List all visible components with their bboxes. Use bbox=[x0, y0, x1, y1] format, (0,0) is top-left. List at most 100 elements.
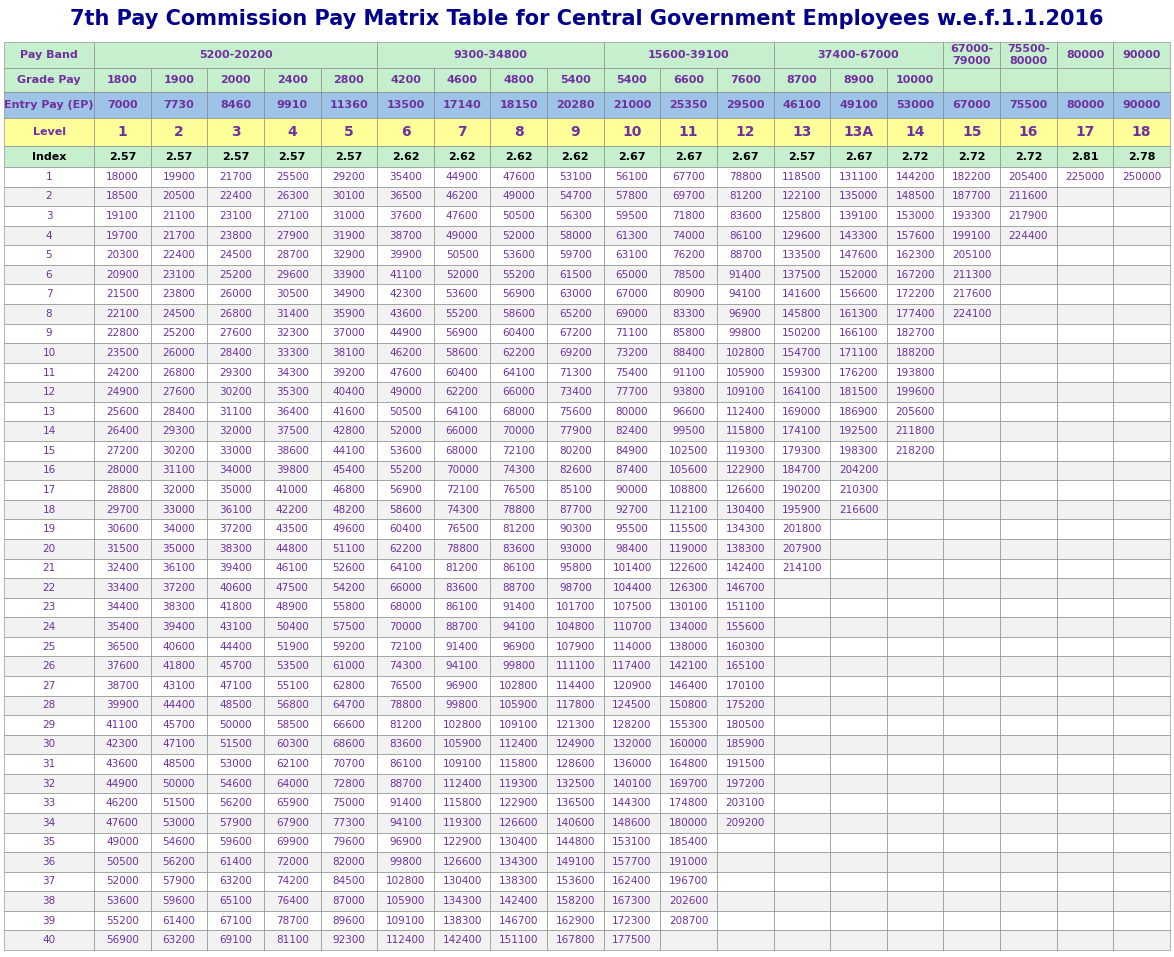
Bar bbox=[660, 323, 717, 344]
Bar bbox=[94, 187, 150, 206]
Bar bbox=[1057, 68, 1113, 92]
Bar bbox=[774, 245, 830, 265]
Text: 196700: 196700 bbox=[669, 877, 708, 886]
Text: 68000: 68000 bbox=[446, 446, 479, 456]
Bar bbox=[1057, 304, 1113, 323]
Text: 205100: 205100 bbox=[952, 250, 992, 260]
Bar bbox=[4, 852, 94, 872]
Bar bbox=[491, 265, 547, 284]
Bar bbox=[377, 480, 433, 500]
Bar bbox=[660, 344, 717, 363]
Text: 4800: 4800 bbox=[504, 75, 534, 85]
Text: 6: 6 bbox=[400, 125, 410, 139]
Bar bbox=[886, 715, 944, 735]
Text: 91400: 91400 bbox=[446, 641, 479, 652]
Bar bbox=[264, 852, 321, 872]
Text: 169700: 169700 bbox=[669, 779, 708, 789]
Text: 72100: 72100 bbox=[502, 446, 535, 456]
Text: 33000: 33000 bbox=[162, 504, 195, 515]
Bar bbox=[321, 911, 377, 930]
Bar bbox=[886, 383, 944, 402]
Text: 134000: 134000 bbox=[669, 622, 708, 632]
Text: 109100: 109100 bbox=[443, 759, 481, 769]
Bar bbox=[1057, 696, 1113, 715]
Bar bbox=[944, 421, 1000, 441]
Text: Level: Level bbox=[33, 127, 66, 137]
Text: 138300: 138300 bbox=[726, 544, 765, 554]
Bar bbox=[886, 265, 944, 284]
Text: 80200: 80200 bbox=[559, 446, 592, 456]
Text: 41100: 41100 bbox=[389, 270, 421, 279]
Bar bbox=[1057, 441, 1113, 460]
Bar bbox=[150, 441, 208, 460]
Bar bbox=[208, 813, 264, 833]
Text: 35400: 35400 bbox=[106, 622, 139, 632]
Bar bbox=[547, 754, 603, 774]
Text: 43600: 43600 bbox=[389, 309, 421, 319]
Bar bbox=[944, 42, 1000, 68]
Text: 167800: 167800 bbox=[555, 935, 595, 946]
Bar bbox=[4, 460, 94, 480]
Bar bbox=[491, 872, 547, 891]
Text: 26: 26 bbox=[42, 661, 55, 671]
Bar bbox=[377, 696, 433, 715]
Bar bbox=[603, 793, 660, 813]
Text: 45400: 45400 bbox=[332, 465, 365, 476]
Bar bbox=[264, 265, 321, 284]
Bar bbox=[1113, 617, 1170, 636]
Text: 191500: 191500 bbox=[726, 759, 765, 769]
Bar bbox=[264, 167, 321, 187]
Text: 153600: 153600 bbox=[555, 877, 595, 886]
Bar bbox=[717, 187, 774, 206]
Bar bbox=[94, 598, 150, 617]
Bar bbox=[1000, 323, 1057, 344]
Text: 99800: 99800 bbox=[502, 661, 535, 671]
Text: 2.67: 2.67 bbox=[731, 151, 760, 162]
Bar bbox=[603, 245, 660, 265]
Bar bbox=[1113, 500, 1170, 520]
Bar bbox=[944, 891, 1000, 911]
Bar bbox=[208, 118, 264, 146]
Text: 181500: 181500 bbox=[838, 388, 878, 397]
Text: 2.67: 2.67 bbox=[845, 151, 872, 162]
Text: 2.62: 2.62 bbox=[561, 151, 589, 162]
Text: 26000: 26000 bbox=[220, 289, 252, 300]
Text: 24900: 24900 bbox=[106, 388, 139, 397]
Text: 66600: 66600 bbox=[332, 720, 365, 730]
Bar bbox=[774, 520, 830, 539]
Bar bbox=[1113, 441, 1170, 460]
Text: 36400: 36400 bbox=[276, 407, 309, 416]
Text: 70000: 70000 bbox=[502, 426, 535, 436]
Bar bbox=[208, 617, 264, 636]
Bar bbox=[547, 284, 603, 304]
Text: 31: 31 bbox=[42, 759, 55, 769]
Bar bbox=[433, 735, 491, 754]
Bar bbox=[717, 911, 774, 930]
Bar bbox=[1057, 167, 1113, 187]
Text: 60400: 60400 bbox=[446, 367, 479, 378]
Bar bbox=[944, 146, 1000, 167]
Bar bbox=[208, 559, 264, 578]
Bar bbox=[1000, 245, 1057, 265]
Bar bbox=[774, 363, 830, 383]
Text: 61400: 61400 bbox=[220, 857, 252, 867]
Bar bbox=[377, 284, 433, 304]
Text: 32400: 32400 bbox=[106, 564, 139, 573]
Text: 96900: 96900 bbox=[502, 641, 535, 652]
Text: 134300: 134300 bbox=[499, 857, 539, 867]
Bar bbox=[603, 226, 660, 245]
Text: 65100: 65100 bbox=[220, 896, 252, 906]
Text: 35300: 35300 bbox=[276, 388, 309, 397]
Text: 24: 24 bbox=[42, 622, 55, 632]
Text: 198300: 198300 bbox=[838, 446, 878, 456]
Text: 108800: 108800 bbox=[669, 485, 708, 495]
Bar bbox=[264, 578, 321, 598]
Text: 25600: 25600 bbox=[106, 407, 139, 416]
Text: 27900: 27900 bbox=[276, 231, 309, 240]
Text: 62200: 62200 bbox=[389, 544, 421, 554]
Text: 47600: 47600 bbox=[389, 367, 421, 378]
Text: 61400: 61400 bbox=[162, 916, 195, 925]
Bar bbox=[774, 598, 830, 617]
Bar bbox=[94, 793, 150, 813]
Text: 160000: 160000 bbox=[669, 740, 708, 749]
